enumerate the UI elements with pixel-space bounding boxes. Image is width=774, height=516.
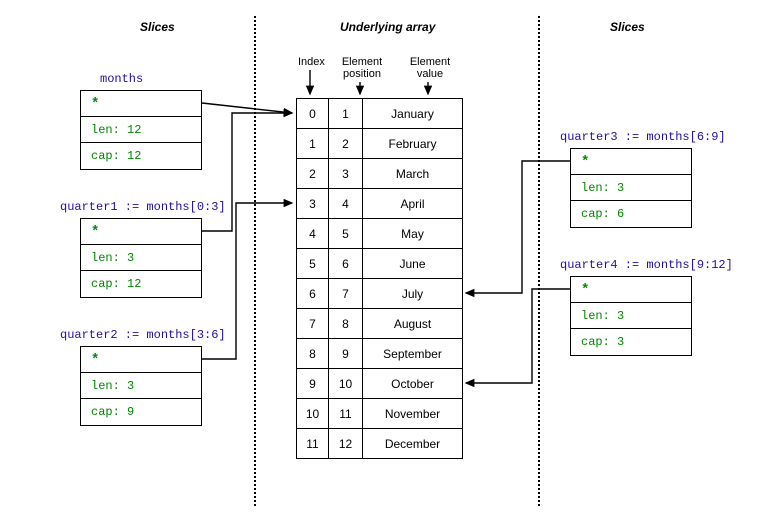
slice-ptr: * [571, 149, 691, 175]
cell-value: November [363, 399, 463, 429]
slice-len: len: 3 [571, 175, 691, 201]
cell-value: March [363, 159, 463, 189]
cell-index: 6 [297, 279, 329, 309]
slice-cap: cap: 9 [81, 399, 201, 425]
slice-label-quarter1: quarter1 := months[0:3] [60, 200, 226, 214]
table-row: 910October [297, 369, 463, 399]
cell-value: February [363, 129, 463, 159]
slice-box-quarter2: * len: 3 cap: 9 [80, 346, 202, 426]
cell-value: May [363, 219, 463, 249]
slice-box-quarter1: * len: 3 cap: 12 [80, 218, 202, 298]
table-row: 12February [297, 129, 463, 159]
slice-ptr: * [571, 277, 691, 303]
slice-label-quarter2: quarter2 := months[3:6] [60, 328, 226, 342]
slice-label-quarter3: quarter3 := months[6:9] [560, 130, 726, 144]
cell-position: 5 [329, 219, 363, 249]
cell-index: 5 [297, 249, 329, 279]
slice-len: len: 3 [81, 373, 201, 399]
cell-position: 6 [329, 249, 363, 279]
slice-cap: cap: 3 [571, 329, 691, 355]
slice-ptr: * [81, 347, 201, 373]
table-row: 01January [297, 99, 463, 129]
cell-position: 9 [329, 339, 363, 369]
cell-index: 3 [297, 189, 329, 219]
cell-value: July [363, 279, 463, 309]
cell-index: 1 [297, 129, 329, 159]
cell-index: 8 [297, 339, 329, 369]
slice-len: len: 3 [81, 245, 201, 271]
slice-box-quarter3: * len: 3 cap: 6 [570, 148, 692, 228]
cell-position: 1 [329, 99, 363, 129]
table-row: 78August [297, 309, 463, 339]
col-header-value: Element value [400, 56, 460, 80]
cell-index: 2 [297, 159, 329, 189]
slice-label-quarter4: quarter4 := months[9:12] [560, 258, 733, 272]
table-row: 67July [297, 279, 463, 309]
cell-value: December [363, 429, 463, 459]
col-header-index: Index [298, 56, 325, 68]
cell-position: 3 [329, 159, 363, 189]
cell-position: 11 [329, 399, 363, 429]
table-row: 34April [297, 189, 463, 219]
slice-ptr: * [81, 219, 201, 245]
slice-box-quarter4: * len: 3 cap: 3 [570, 276, 692, 356]
slice-box-months: * len: 12 cap: 12 [80, 90, 202, 170]
slice-cap: cap: 6 [571, 201, 691, 227]
table-row: 23March [297, 159, 463, 189]
table-row: 89September [297, 339, 463, 369]
divider-right [538, 16, 540, 506]
cell-index: 9 [297, 369, 329, 399]
table-row: 1011November [297, 399, 463, 429]
cell-value: June [363, 249, 463, 279]
table-row: 1112December [297, 429, 463, 459]
cell-index: 11 [297, 429, 329, 459]
cell-value: April [363, 189, 463, 219]
slice-cap: cap: 12 [81, 271, 201, 297]
cell-index: 7 [297, 309, 329, 339]
col-header-position: Element position [338, 56, 386, 80]
slice-cap: cap: 12 [81, 143, 201, 169]
cell-position: 8 [329, 309, 363, 339]
slice-len: len: 12 [81, 117, 201, 143]
cell-value: September [363, 339, 463, 369]
table-row: 45May [297, 219, 463, 249]
divider-left [254, 16, 256, 506]
cell-position: 10 [329, 369, 363, 399]
slice-len: len: 3 [571, 303, 691, 329]
slice-ptr: * [81, 91, 201, 117]
cell-index: 4 [297, 219, 329, 249]
cell-position: 7 [329, 279, 363, 309]
cell-index: 0 [297, 99, 329, 129]
section-title-left: Slices [140, 20, 175, 34]
cell-index: 10 [297, 399, 329, 429]
slice-label-months: months [100, 72, 143, 86]
section-title-center: Underlying array [340, 20, 435, 34]
section-title-right: Slices [610, 20, 645, 34]
cell-position: 2 [329, 129, 363, 159]
array-table: 01January12February23March34April45May56… [296, 98, 463, 459]
cell-value: January [363, 99, 463, 129]
cell-value: August [363, 309, 463, 339]
table-row: 56June [297, 249, 463, 279]
cell-position: 4 [329, 189, 363, 219]
cell-position: 12 [329, 429, 363, 459]
cell-value: October [363, 369, 463, 399]
